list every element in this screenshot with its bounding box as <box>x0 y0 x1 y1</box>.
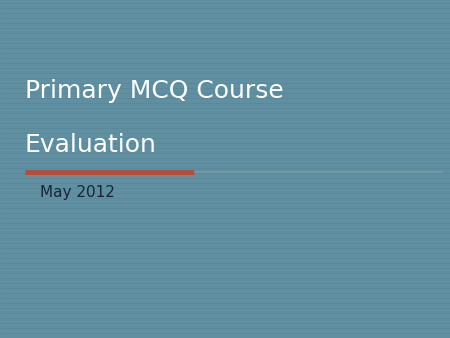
Text: Primary MCQ Course: Primary MCQ Course <box>25 79 284 103</box>
Text: Evaluation: Evaluation <box>25 133 157 158</box>
Text: May 2012: May 2012 <box>40 185 115 200</box>
